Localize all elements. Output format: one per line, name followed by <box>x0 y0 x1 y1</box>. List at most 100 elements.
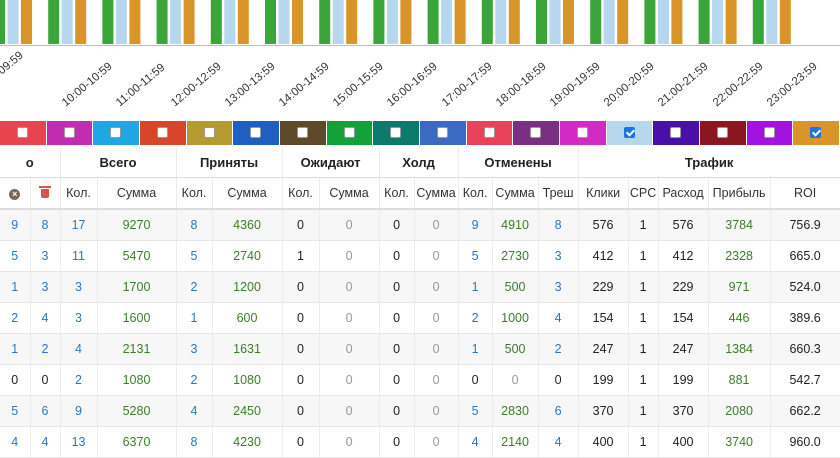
cell-total-qty[interactable]: 3 <box>60 302 98 334</box>
group-accepted-header[interactable]: Приняты <box>176 147 283 178</box>
cell-trash-count[interactable]: 4 <box>30 302 61 334</box>
cell-rejected-count[interactable]: 2 <box>0 302 31 334</box>
cell-trash-count[interactable]: 6 <box>30 395 61 427</box>
group-cancelled-header[interactable]: Отменены <box>458 147 579 178</box>
cell-accepted-qty[interactable]: 2 <box>176 271 213 303</box>
series-checkbox-1[interactable] <box>63 127 75 138</box>
profit-header[interactable]: Прибыль <box>708 177 771 210</box>
hold-sum-header[interactable]: Сумма <box>414 177 459 210</box>
cell-cancelled-qty[interactable]: 1 <box>458 271 493 303</box>
cell-accepted-qty[interactable]: 3 <box>176 333 213 365</box>
cell-cancelled-trash[interactable]: 8 <box>538 209 579 241</box>
series-toggle-1[interactable] <box>46 121 94 145</box>
series-toggle-7[interactable] <box>326 121 374 145</box>
cancelled-trash-header[interactable]: Треш <box>538 177 579 210</box>
series-toggle-11[interactable] <box>513 121 561 145</box>
cell-cancelled-qty[interactable]: 9 <box>458 209 493 241</box>
series-checkbox-8[interactable] <box>390 127 402 138</box>
cell-cancelled-qty[interactable]: 4 <box>458 426 493 458</box>
cell-cancelled-qty[interactable]: 5 <box>458 395 493 427</box>
cell-cancelled-qty[interactable]: 2 <box>458 302 493 334</box>
series-toggle-14[interactable] <box>653 121 701 145</box>
cell-trash-count[interactable]: 2 <box>30 333 61 365</box>
cell-total-qty[interactable]: 4 <box>60 333 98 365</box>
accepted-qty-header[interactable]: Кол. <box>176 177 213 210</box>
total-qty-header[interactable]: Кол. <box>60 177 98 210</box>
series-toggle-16[interactable] <box>746 121 794 145</box>
series-checkbox-16[interactable] <box>763 127 775 138</box>
cancelled-sum-header[interactable]: Сумма <box>492 177 539 210</box>
waiting-sum-header[interactable]: Сумма <box>319 177 380 210</box>
cell-cancelled-trash[interactable]: 2 <box>538 333 579 365</box>
series-checkbox-0[interactable] <box>16 127 28 138</box>
series-checkbox-12[interactable] <box>576 127 588 138</box>
series-checkbox-11[interactable] <box>530 127 542 138</box>
reject-col-header[interactable]: × <box>0 177 31 210</box>
series-toggle-13[interactable] <box>606 121 654 145</box>
series-toggle-8[interactable] <box>373 121 421 145</box>
cell-trash-count[interactable]: 3 <box>30 240 61 272</box>
cell-trash-count[interactable]: 8 <box>30 209 61 241</box>
group-hold-header[interactable]: Холд <box>379 147 459 178</box>
group-traffic-header[interactable]: Трафик <box>578 147 840 178</box>
cell-accepted-qty[interactable]: 1 <box>176 302 213 334</box>
series-checkbox-7[interactable] <box>343 127 355 138</box>
series-checkbox-5[interactable] <box>250 127 262 138</box>
series-checkbox-10[interactable] <box>483 127 495 138</box>
cell-rejected-count[interactable]: 5 <box>0 240 31 272</box>
cell-rejected-count[interactable]: 5 <box>0 395 31 427</box>
series-checkbox-3[interactable] <box>156 127 168 138</box>
waiting-qty-header[interactable]: Кол. <box>282 177 320 210</box>
series-toggle-4[interactable] <box>186 121 234 145</box>
series-toggle-9[interactable] <box>420 121 467 145</box>
cell-cancelled-qty[interactable]: 5 <box>458 240 493 272</box>
series-toggle-2[interactable] <box>93 121 141 145</box>
cell-cancelled-trash[interactable]: 6 <box>538 395 579 427</box>
series-toggle-3[interactable] <box>140 121 187 145</box>
cell-total-qty[interactable]: 2 <box>60 364 98 396</box>
series-checkbox-17[interactable] <box>810 127 822 138</box>
cell-cancelled-trash[interactable]: 3 <box>538 271 579 303</box>
cell-cancelled-trash[interactable]: 4 <box>538 302 579 334</box>
cell-accepted-qty[interactable]: 2 <box>176 364 213 396</box>
cell-cancelled-trash[interactable]: 4 <box>538 426 579 458</box>
cell-total-qty[interactable]: 3 <box>60 271 98 303</box>
series-toggle-15[interactable] <box>700 121 747 145</box>
group-waiting-header[interactable]: Ожидают <box>282 147 380 178</box>
cell-rejected-count[interactable]: 1 <box>0 333 31 365</box>
series-checkbox-9[interactable] <box>436 127 448 138</box>
cell-cancelled-trash[interactable]: 3 <box>538 240 579 272</box>
cell-total-qty[interactable]: 9 <box>60 395 98 427</box>
cell-cancelled-qty[interactable]: 1 <box>458 333 493 365</box>
cpc-header[interactable]: CPC <box>628 177 659 210</box>
group-total-header[interactable]: Всего <box>60 147 177 178</box>
roi-header[interactable]: ROI <box>770 177 840 210</box>
cancelled-qty-header[interactable]: Кол. <box>458 177 493 210</box>
expense-header[interactable]: Расход <box>658 177 709 210</box>
series-toggle-12[interactable] <box>560 121 607 145</box>
cell-total-qty[interactable]: 13 <box>60 426 98 458</box>
series-checkbox-6[interactable] <box>296 127 308 138</box>
cell-rejected-count[interactable]: 1 <box>0 271 31 303</box>
clicks-header[interactable]: Клики <box>578 177 629 210</box>
cell-accepted-qty[interactable]: 5 <box>176 240 213 272</box>
series-toggle-6[interactable] <box>280 121 327 145</box>
trash-col-header[interactable] <box>30 177 61 210</box>
accepted-sum-header[interactable]: Сумма <box>212 177 283 210</box>
hold-qty-header[interactable]: Кол. <box>379 177 415 210</box>
cell-rejected-count[interactable]: 9 <box>0 209 31 241</box>
series-checkbox-2[interactable] <box>110 127 122 138</box>
cell-trash-count[interactable]: 4 <box>30 426 61 458</box>
cell-trash-count[interactable]: 3 <box>30 271 61 303</box>
series-toggle-0[interactable] <box>0 121 47 145</box>
series-checkbox-15[interactable] <box>716 127 728 138</box>
total-sum-header[interactable]: Сумма <box>97 177 177 210</box>
cell-accepted-qty[interactable]: 8 <box>176 209 213 241</box>
series-checkbox-4[interactable] <box>203 127 215 138</box>
cell-rejected-count[interactable]: 4 <box>0 426 31 458</box>
series-checkbox-13[interactable] <box>623 127 635 138</box>
cell-accepted-qty[interactable]: 8 <box>176 426 213 458</box>
series-toggle-5[interactable] <box>233 121 281 145</box>
cell-total-qty[interactable]: 11 <box>60 240 98 272</box>
series-checkbox-14[interactable] <box>670 127 682 138</box>
